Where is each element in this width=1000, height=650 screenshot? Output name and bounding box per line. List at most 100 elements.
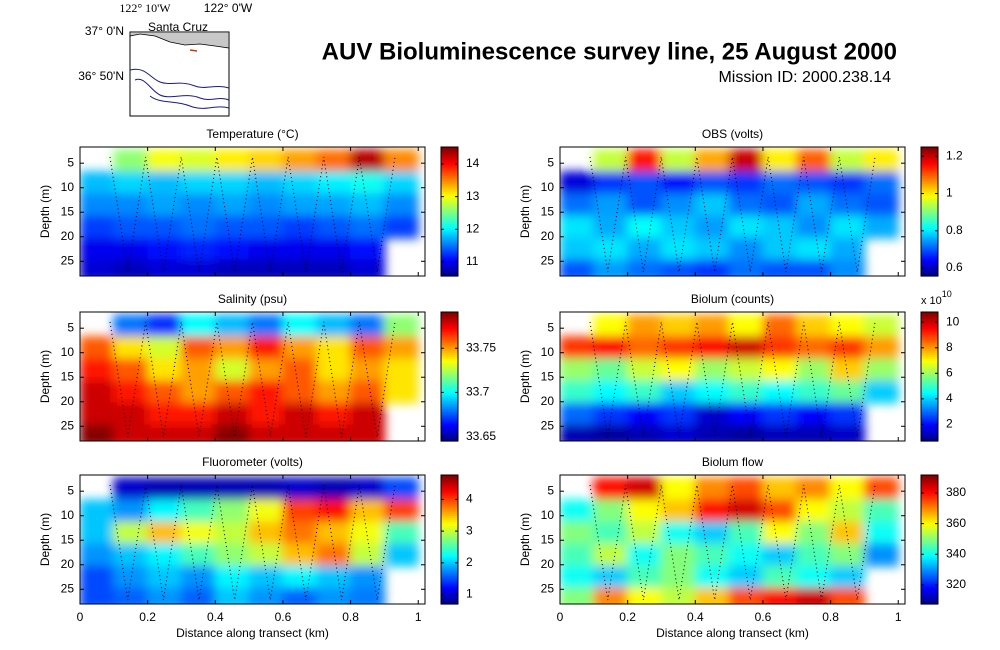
heatmap-cell [796, 149, 832, 173]
colorbar-swatch [921, 497, 938, 500]
colorbar-swatch [921, 475, 938, 478]
colorbar-swatch [921, 563, 938, 567]
heatmap-cell [248, 402, 284, 426]
heatmap-cell [214, 402, 250, 426]
colorbar-swatch [921, 167, 938, 170]
colorbar-swatch [921, 533, 938, 537]
colorbar-swatch [921, 571, 938, 575]
heatmap-cell [627, 587, 662, 604]
colorbar-swatch [441, 239, 458, 243]
heatmap-area [560, 477, 899, 604]
colorbar-swatch [441, 205, 458, 209]
colorbar-swatch [921, 519, 938, 522]
colorbar-swatch [921, 535, 938, 539]
colorbar-swatch [921, 567, 938, 571]
y-tick-label: 5 [67, 155, 74, 169]
y-axis-label: Depth (m) [38, 185, 52, 238]
heatmap-cell [147, 477, 182, 501]
y-tick-label: 25 [541, 253, 555, 267]
heatmap-area [80, 149, 419, 276]
colorbar-swatch [441, 529, 458, 533]
colorbar-swatch [921, 348, 938, 351]
colorbar-swatch [921, 384, 938, 388]
colorbar-swatch [921, 527, 938, 531]
colorbar: 1 2 3 4 [440, 474, 473, 605]
colorbar-swatch [441, 563, 458, 567]
heatmap-cell [660, 358, 696, 382]
y-tick-label: 15 [61, 204, 75, 218]
heatmap-cell [863, 380, 899, 404]
colorbar-swatch [921, 265, 938, 269]
colorbar-swatch [921, 255, 938, 259]
heatmap-cell [350, 314, 385, 338]
heatmap-cell [593, 358, 629, 382]
heatmap-cell [316, 587, 352, 604]
heatmap-cell [830, 193, 865, 217]
heatmap-cell [863, 171, 899, 195]
colorbar-swatch [441, 489, 458, 492]
figure-title: AUV Bioluminescence survey line, 25 Augu… [322, 38, 897, 65]
colorbar-swatch [921, 251, 938, 255]
heatmap-cell [180, 314, 216, 338]
colorbar-tick-label: 1 [466, 587, 473, 601]
colorbar-swatch [441, 247, 458, 251]
heatmap-cell [627, 521, 662, 545]
colorbar-swatch [921, 257, 938, 261]
colorbar-swatch [921, 370, 938, 374]
colorbar-swatch [441, 521, 458, 524]
heatmap-cell [316, 521, 352, 545]
colorbar-swatch [921, 368, 938, 372]
colorbar-swatch [921, 215, 938, 219]
heatmap-cell [762, 424, 798, 441]
heatmap-cell [316, 149, 352, 173]
colorbar-swatch [441, 233, 458, 237]
colorbar-swatch [921, 362, 938, 366]
colorbar-swatch [921, 241, 938, 245]
colorbar-swatch [441, 503, 458, 506]
colorbar-swatch [921, 344, 938, 347]
heatmap-cell [383, 215, 419, 239]
colorbar-swatch [921, 223, 938, 227]
heatmap-cell [728, 380, 764, 404]
colorbar-swatch [441, 513, 458, 516]
colorbar-swatch [441, 507, 458, 510]
colorbar-tick-label: 8 [946, 340, 953, 354]
heatmap-cell [694, 499, 730, 523]
colorbar-swatch [921, 263, 938, 267]
colorbar-swatch [921, 523, 938, 526]
heatmap-cell [660, 587, 696, 604]
heatmap-cell [627, 499, 662, 523]
heatmap-cell [830, 521, 865, 545]
heatmap-cell [350, 477, 385, 501]
heatmap-cell [660, 424, 696, 441]
colorbar-swatch [441, 477, 458, 480]
colorbar-swatch [441, 267, 458, 271]
contour [149, 95, 230, 109]
heatmap-cell [863, 336, 899, 360]
colorbar-swatch [441, 191, 458, 194]
colorbar-swatch [441, 229, 458, 233]
colorbar-swatch [441, 591, 458, 595]
heatmap-cell [830, 565, 865, 589]
colorbar-swatch [441, 219, 458, 223]
heatmap-cell [593, 477, 629, 501]
colorbar-swatch [441, 601, 458, 605]
x-axis-label: Distance along transect (km) [656, 626, 809, 640]
colorbar-swatch [921, 374, 938, 378]
colorbar-swatch [441, 265, 458, 269]
panel: Fluorometer (volts) 5 10 15 20 25 0 0.2 0.4 0.6 0.… [38, 455, 473, 640]
contour [129, 68, 230, 89]
colorbar-tick-label: 1.2 [946, 148, 963, 162]
map-inset: Santa Cruz 122° 10'W 122° 0'W 37° 0'N 36… [78, 1, 253, 117]
heatmap-cell [214, 259, 250, 276]
heatmap-cell [214, 565, 250, 589]
colorbar-tick-label: 6 [946, 365, 953, 379]
colorbar-swatch [441, 187, 458, 190]
colorbar-swatch [921, 386, 938, 390]
lat-label: 36° 50'N [78, 69, 124, 83]
colorbar-swatch [441, 597, 458, 601]
panel-title: Biolum flow [702, 455, 764, 469]
colorbar-swatch [921, 507, 938, 510]
colorbar: 0.6 0.8 1 1.2 [920, 146, 963, 277]
colorbar-swatch [441, 585, 458, 589]
